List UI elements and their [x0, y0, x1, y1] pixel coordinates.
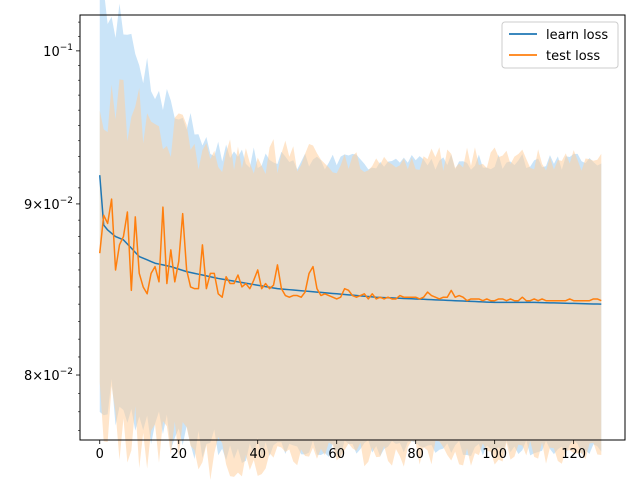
- x-tick-label: 0: [96, 447, 104, 462]
- y-tick-label: 9×10−2: [24, 196, 73, 213]
- y-axis: 10−1 9×10−2 8×10−2: [24, 21, 80, 431]
- x-axis: 0 20 40 60 80 100 120: [96, 440, 586, 462]
- x-tick-label: 60: [328, 447, 345, 462]
- x-tick-label: 40: [249, 447, 266, 462]
- axes-frame: [79, 14, 626, 441]
- legend: learn loss test loss: [501, 21, 619, 69]
- x-tick-label: 20: [170, 447, 187, 462]
- learn-loss-line: [99, 175, 602, 305]
- x-tick-label: 100: [482, 447, 507, 462]
- legend-learn-label: learn loss: [546, 28, 608, 43]
- x-tick-label: 80: [407, 447, 424, 462]
- y-tick-label: 10−1: [43, 43, 73, 60]
- plot-area: [99, 0, 602, 480]
- x-tick-label: 120: [561, 447, 586, 462]
- test-loss-line: [99, 198, 602, 302]
- legend-test-label: test loss: [546, 49, 600, 64]
- y-tick-label: 8×10−2: [24, 367, 73, 384]
- test-loss-band: [99, 79, 602, 480]
